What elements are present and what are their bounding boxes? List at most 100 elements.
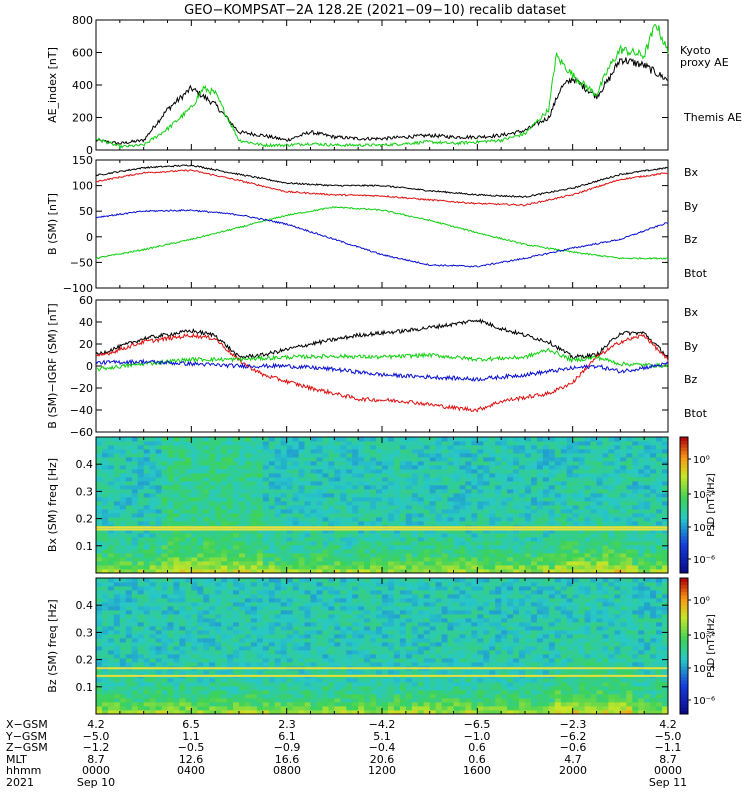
spectrogram-cell	[447, 481, 454, 486]
spectrogram-cell	[632, 449, 639, 454]
spectrogram-cell	[298, 634, 305, 639]
spectrogram-cell	[566, 465, 574, 470]
spectrogram-cell	[393, 557, 401, 562]
spectrogram-cell	[179, 545, 186, 550]
spectrogram-cell	[143, 662, 151, 667]
spectrogram-cell	[250, 489, 258, 494]
spectrogram-cell	[340, 517, 347, 522]
spectrogram-cell	[262, 614, 270, 619]
spectrogram-cell	[149, 549, 156, 554]
spectrogram-cell	[376, 505, 383, 510]
spectrogram-cell	[149, 497, 156, 502]
spectrogram-cell	[96, 461, 103, 466]
spectrogram-cell	[483, 465, 490, 470]
spectrogram-cell	[662, 557, 669, 562]
spectrogram-cell	[292, 694, 299, 699]
spectrogram-cell	[417, 541, 425, 546]
spectrogram-cell	[125, 702, 133, 707]
spectrogram-cell	[411, 521, 419, 526]
spectrogram-cell	[644, 569, 651, 574]
spectrogram-cell	[280, 690, 288, 695]
spectrogram-cell	[173, 489, 180, 494]
spectrogram-cell	[149, 493, 156, 498]
spectrogram-cell	[161, 441, 168, 446]
spectrogram-cell	[471, 541, 478, 546]
spectrogram-cell	[286, 638, 294, 643]
spectrogram-cell	[536, 533, 544, 538]
spectrogram-cell	[143, 710, 151, 715]
spectrogram-cell	[548, 441, 556, 446]
spectrogram-cell	[519, 493, 526, 498]
spectrogram-cell	[596, 457, 603, 462]
spectrogram-cell	[233, 437, 240, 442]
spectrogram-cell	[191, 473, 198, 478]
spectrogram-cell	[143, 465, 151, 470]
spectrogram-cell	[572, 485, 580, 490]
spectrogram-cell	[137, 533, 145, 538]
spectrogram-cell	[489, 545, 496, 550]
spectrogram-cell	[221, 441, 228, 446]
spectrogram-cell	[131, 598, 139, 603]
spectrogram-cell	[286, 642, 294, 647]
spectrogram-cell	[370, 489, 377, 494]
spectrogram-cell	[119, 437, 127, 442]
spectrogram-cell	[179, 702, 186, 707]
spectrogram-cell	[525, 557, 532, 562]
spectrogram-cell	[584, 465, 591, 470]
spectrogram-cell	[131, 493, 139, 498]
spectrogram-cell	[179, 622, 186, 627]
spectrogram-cell	[274, 477, 282, 482]
spectrogram-cell	[113, 537, 121, 542]
spectrogram-cell	[316, 441, 323, 446]
spectrogram-cell	[650, 441, 657, 446]
spectrogram-cell	[656, 541, 663, 546]
spectrogram-cell	[572, 565, 580, 570]
spectrogram-cell	[477, 489, 484, 494]
spectrogram-cell	[131, 614, 139, 619]
spectrogram-cell	[227, 497, 234, 502]
spectrogram-cell	[495, 481, 502, 486]
spectrogram-cell	[388, 449, 395, 454]
spectrogram-cell	[107, 646, 115, 651]
spectrogram-cell	[262, 618, 270, 623]
spectrogram-cell	[650, 469, 657, 474]
spectrogram-cell	[548, 445, 556, 450]
spectrogram-cell	[322, 441, 329, 446]
spectrogram-cell	[316, 485, 323, 490]
spectrogram-cell	[525, 501, 532, 506]
series-line-themis-ae	[95, 57, 669, 146]
spectrogram-cell	[501, 493, 508, 498]
spectrogram-cell	[405, 501, 413, 506]
spectrogram-cell	[227, 638, 234, 643]
spectrogram-cell	[96, 481, 103, 486]
spectrogram-cell	[149, 686, 156, 691]
spectrogram-cell	[137, 590, 145, 595]
spectrogram-cell	[173, 465, 180, 470]
spectrogram-cell	[125, 445, 133, 450]
colorbar-segment	[680, 528, 688, 533]
spectrogram-cell	[256, 626, 264, 631]
spectrogram-cell	[209, 690, 216, 695]
spectrogram-cell	[531, 457, 538, 462]
spectrogram-cell	[620, 521, 627, 526]
spectrogram-cell	[274, 682, 282, 687]
spectrogram-cell	[376, 537, 383, 542]
spectrogram-cell	[590, 449, 597, 454]
spectrogram-cell	[465, 545, 472, 550]
spectrogram-cell	[334, 662, 341, 667]
y-axis-label: AE_index [nT]	[46, 47, 59, 123]
spectrogram-cell	[310, 638, 317, 643]
spectrogram-cell	[203, 642, 210, 647]
spectrogram-cell	[328, 509, 335, 514]
spectrogram-cell	[119, 517, 127, 522]
spectrogram-cell	[638, 509, 645, 514]
spectrogram-cell	[423, 541, 431, 546]
spectrogram-cell	[102, 710, 109, 715]
spectrogram-cell	[376, 501, 383, 506]
chart-title: GEO−KOMPSAT−2A 128.2E (2021−09−10) recal…	[184, 3, 566, 18]
spectrogram-cell	[280, 654, 288, 659]
spectrogram-cell	[221, 654, 228, 659]
spectrogram-cell	[185, 513, 192, 518]
spectrogram-cell	[656, 469, 663, 474]
spectrogram-cell	[334, 654, 341, 659]
